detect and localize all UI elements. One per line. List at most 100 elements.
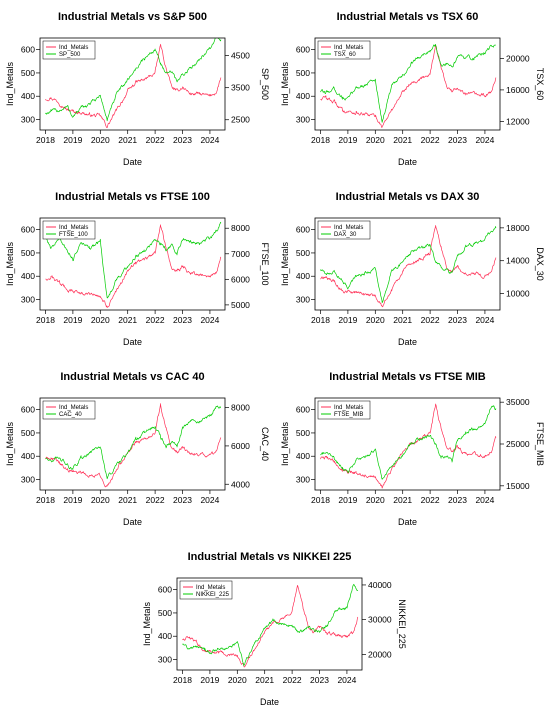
legend-label: Ind_Metals — [59, 225, 88, 231]
legend-label: Ind_Metals — [196, 585, 225, 591]
x-tick-label: 2024 — [475, 135, 494, 145]
y-axis-label: Ind_Metals — [5, 61, 15, 106]
legend-label: Ind_Metals — [59, 45, 88, 51]
x-tick-label: 2021 — [393, 315, 412, 325]
y-tick-label: 500 — [296, 68, 310, 78]
series-line-left — [182, 584, 359, 668]
y-right-tick-label: 20000 — [506, 53, 530, 63]
x-tick-label: 2022 — [283, 675, 302, 685]
x-tick-label: 2022 — [421, 315, 440, 325]
y-axis-label: Ind_Metals — [280, 421, 290, 466]
x-tick-label: 2024 — [337, 675, 356, 685]
y-tick-label: 600 — [158, 585, 172, 595]
x-tick-label: 2018 — [311, 135, 330, 145]
x-tick-label: 2019 — [200, 675, 219, 685]
x-tick-label: 2021 — [255, 675, 274, 685]
y-right-tick-label: 8000 — [231, 223, 250, 233]
legend-label: TSX_60 — [334, 52, 356, 58]
legend-label: NIKKEI_225 — [196, 592, 230, 598]
series-line-right — [45, 38, 222, 122]
x-tick-label: 2024 — [200, 315, 219, 325]
x-tick-label: 2020 — [91, 135, 110, 145]
y-axis-label: Ind_Metals — [280, 241, 290, 286]
y-right-tick-label: 6000 — [231, 441, 250, 451]
chart-title: Industrial Metals vs FTSE MIB — [329, 371, 486, 383]
x-tick-label: 2020 — [91, 495, 110, 505]
x-tick-label: 2022 — [146, 135, 165, 145]
legend-label: Ind_Metals — [334, 405, 363, 411]
y-axis-label: Ind_Metals — [5, 421, 15, 466]
x-tick-label: 2023 — [173, 315, 192, 325]
x-tick-label: 2024 — [200, 135, 219, 145]
x-tick-label: 2019 — [338, 495, 357, 505]
series-line-left — [320, 403, 497, 489]
plot-frame — [39, 217, 226, 311]
y-right-axis-label: DAX_30 — [535, 247, 545, 281]
x-axis-label: Date — [123, 517, 142, 527]
chart-title: Industrial Metals vs TSX 60 — [337, 11, 479, 23]
y-tick-label: 600 — [296, 405, 310, 415]
series-line-right — [45, 405, 222, 480]
y-tick-label: 300 — [158, 655, 172, 665]
chart-title: Industrial Metals vs DAX 30 — [336, 191, 480, 203]
y-tick-label: 300 — [21, 115, 35, 125]
series-line-right — [45, 221, 222, 299]
y-right-tick-label: 35000 — [506, 397, 530, 407]
y-tick-label: 400 — [296, 91, 310, 101]
y-right-tick-label: 25000 — [506, 439, 530, 449]
x-axis-label: Date — [398, 517, 417, 527]
x-tick-label: 2018 — [311, 495, 330, 505]
x-tick-label: 2022 — [421, 495, 440, 505]
x-tick-label: 2020 — [228, 675, 247, 685]
x-tick-label: 2018 — [173, 675, 192, 685]
legend-label: SP_500 — [59, 52, 81, 58]
x-tick-label: 2019 — [63, 495, 82, 505]
x-tick-label: 2023 — [173, 495, 192, 505]
x-tick-label: 2023 — [173, 135, 192, 145]
y-tick-label: 400 — [158, 631, 172, 641]
chart-panel: Industrial Metals vs DAX 30 2018 2019 2020 2… — [280, 191, 545, 347]
y-right-tick-label: 15000 — [506, 481, 530, 491]
y-tick-label: 300 — [296, 475, 310, 485]
legend-label: Ind_Metals — [334, 225, 363, 231]
x-tick-label: 2021 — [118, 135, 137, 145]
series-line-right — [320, 226, 497, 303]
chart-panel: Industrial Metals vs CAC 40 2018 2019 2020 2… — [5, 371, 270, 527]
x-tick-label: 2024 — [475, 315, 494, 325]
x-tick-label: 2019 — [338, 135, 357, 145]
x-tick-label: 2023 — [310, 675, 329, 685]
y-tick-label: 500 — [296, 248, 310, 258]
y-right-tick-label: 4500 — [231, 51, 250, 61]
chart-panel: Industrial Metals vs NIKKEI 225 2018 2019 2… — [142, 551, 407, 707]
y-right-tick-label: 7000 — [231, 249, 250, 259]
y-tick-label: 300 — [296, 295, 310, 305]
y-axis-label: Ind_Metals — [5, 241, 15, 286]
y-tick-label: 300 — [21, 475, 35, 485]
x-axis-label: Date — [260, 697, 279, 707]
x-tick-label: 2021 — [393, 135, 412, 145]
y-axis-label: Ind_Metals — [142, 601, 152, 646]
x-tick-label: 2023 — [448, 495, 467, 505]
y-right-axis-label: CAC_40 — [260, 427, 270, 461]
y-tick-label: 300 — [21, 295, 35, 305]
x-axis-label: Date — [398, 337, 417, 347]
y-right-tick-label: 3500 — [231, 83, 250, 93]
series-line-left — [45, 224, 222, 308]
x-axis-label: Date — [123, 157, 142, 167]
x-tick-label: 2020 — [366, 495, 385, 505]
y-tick-label: 600 — [296, 225, 310, 235]
y-right-axis-label: TSX_60 — [535, 68, 545, 101]
x-tick-label: 2018 — [36, 495, 55, 505]
plot-frame — [314, 37, 501, 131]
y-tick-label: 600 — [21, 225, 35, 235]
y-tick-label: 500 — [21, 248, 35, 258]
x-tick-label: 2022 — [146, 315, 165, 325]
y-right-tick-label: 5000 — [231, 300, 250, 310]
